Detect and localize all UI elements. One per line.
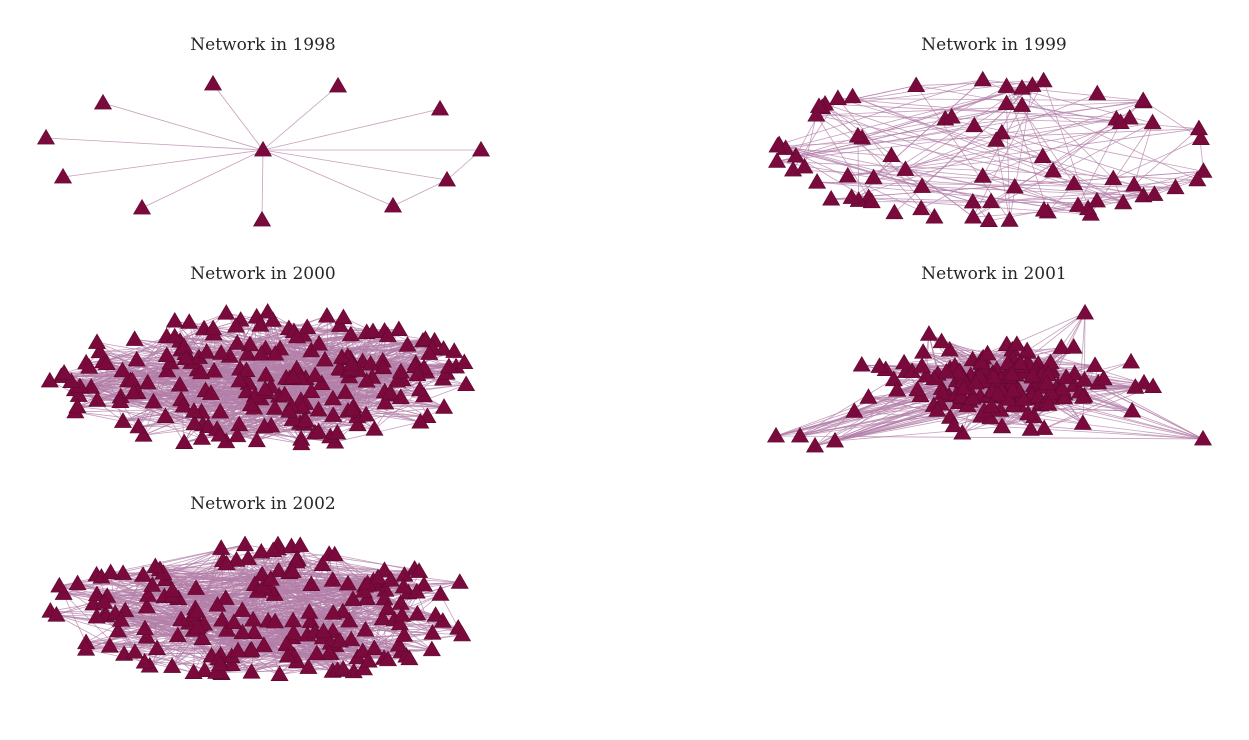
network-node [896,354,913,369]
panel-title: Network in 2001 [921,264,1066,284]
network-node [335,309,352,324]
panel-network-2000: Network in 2000 [41,264,474,450]
panel-title: Network in 2000 [190,264,335,284]
panel-title: Network in 1998 [190,35,335,55]
network-node [844,88,861,103]
network-node [965,209,982,224]
panel-title: Network in 2002 [190,494,335,514]
network-edge [213,84,263,150]
network-edge [46,138,263,150]
network-node [213,540,230,555]
network-node [237,536,254,551]
network-node [1190,120,1207,135]
network-node [998,78,1015,93]
network-node [390,321,407,336]
panel-network-2002: Network in 2002 [42,494,471,681]
network-node [89,334,106,349]
network-node [920,326,937,341]
panel-network-1999: Network in 1999 [769,35,1212,227]
network-node [134,200,151,215]
network-node [451,574,468,589]
network-node [908,77,925,92]
network-node [95,95,112,110]
network-edge [263,150,393,206]
node-layer [38,76,490,227]
network-node [915,344,932,359]
panel-network-2001: Network in 2001 [768,264,1212,452]
network-node [974,71,991,86]
network-edge [142,150,263,208]
network-node [1035,72,1052,87]
network-node [473,142,490,157]
network-node [1087,357,1104,372]
network-edge [263,150,447,180]
network-node [1014,97,1031,112]
network-edge [103,103,263,150]
network-node [330,78,347,93]
network-edge [262,150,263,220]
network-node [218,305,235,320]
network-node [166,313,183,328]
network-node [56,365,73,380]
network-node [829,90,846,105]
network-node [853,357,870,372]
network-node [1065,339,1082,354]
network-node [897,161,914,176]
network-node [883,147,900,162]
network-node [259,304,276,319]
network-node [809,174,826,189]
network-edge [1134,129,1199,185]
node-layer [768,305,1212,453]
network-edge [63,150,263,177]
panel-title: Network in 1999 [921,35,1066,55]
network-node [318,308,335,323]
network-edge [874,178,1091,214]
network-node [205,76,222,91]
network-node [1077,305,1094,320]
network-node [926,209,943,224]
network-node [1135,92,1152,107]
node-layer [769,71,1212,226]
network-node [254,212,271,227]
panel-network-1998: Network in 1998 [38,35,490,226]
network-node [1123,354,1140,369]
network-node [385,198,402,213]
network-node [38,130,55,145]
network-node [886,204,903,219]
network-edge [393,180,447,206]
network-node [1089,85,1106,100]
network-edge [263,109,440,150]
network-node [432,101,449,116]
network-node [432,586,449,601]
network-node [181,314,198,329]
network-edge [263,86,338,150]
network-node [126,331,143,346]
network-node [823,191,840,206]
